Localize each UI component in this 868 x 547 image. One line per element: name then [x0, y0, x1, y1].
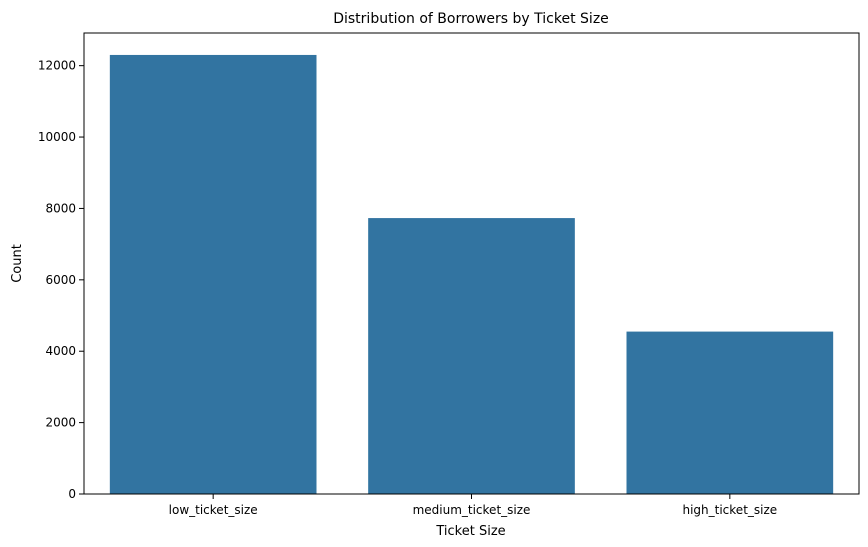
- y-tick-label: 12000: [38, 59, 76, 73]
- y-tick-label: 8000: [45, 201, 76, 215]
- bar-high_ticket_size: [626, 331, 834, 494]
- y-axis-label: Count: [10, 244, 25, 283]
- bar-low_ticket_size: [109, 54, 317, 494]
- x-axis-label: Ticket Size: [435, 524, 505, 539]
- x-tick-label: high_ticket_size: [682, 503, 777, 517]
- bars-group: [109, 54, 834, 494]
- y-tick-label: 0: [68, 487, 76, 501]
- plot-frame: [83, 32, 860, 495]
- x-axis: low_ticket_size medium_ticket_size high_ti…: [169, 494, 777, 517]
- bar-medium_ticket_size: [368, 218, 575, 494]
- y-tick-label: 6000: [45, 273, 76, 287]
- y-tick-label: 4000: [45, 344, 76, 358]
- y-axis: 0 2000 4000 6000 8000 10000 12000: [38, 59, 84, 501]
- y-tick-label: 10000: [38, 130, 76, 144]
- x-tick-label: low_ticket_size: [169, 503, 258, 517]
- chart-title: Distribution of Borrowers by Ticket Size: [333, 11, 609, 27]
- x-tick-label: medium_ticket_size: [413, 503, 531, 517]
- y-tick-label: 2000: [45, 416, 76, 430]
